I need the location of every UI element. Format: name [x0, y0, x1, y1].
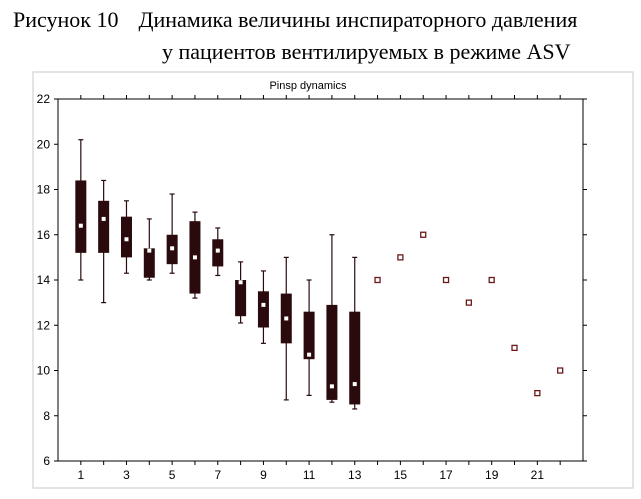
box-item [235, 261, 247, 324]
caption-line-1: Рисунок 10 Динамика величины инспираторно… [13, 7, 577, 33]
box-median-marker [78, 223, 83, 228]
data-point [534, 389, 541, 397]
box-body [98, 200, 110, 253]
y-tick-label: 22 [37, 92, 51, 106]
y-tick-label: 10 [37, 364, 51, 378]
box-item [257, 270, 269, 344]
y-tick-label: 14 [37, 273, 51, 287]
x-tick-label: 1 [77, 468, 84, 482]
box-item [143, 218, 155, 281]
box-median-marker [147, 248, 152, 253]
caption-line-2: у пациентов вентилируемых в режиме ASV [162, 39, 571, 64]
caption-title: Динамика величины инспираторного давлени… [138, 7, 578, 32]
x-tick-label: 3 [123, 468, 130, 482]
box-median-marker [215, 248, 220, 253]
x-tick-label: 9 [260, 468, 267, 482]
box-median-marker [170, 246, 175, 251]
box-item [326, 234, 338, 403]
box-median-marker [261, 302, 266, 307]
box-item [303, 279, 315, 396]
x-tick-label: 11 [303, 468, 316, 482]
box-body [326, 304, 338, 400]
data-point [465, 299, 473, 306]
box-body [212, 239, 224, 267]
data-point [511, 344, 518, 352]
x-tick-label: 5 [169, 468, 176, 482]
y-tick-label: 8 [43, 409, 50, 423]
box-item [280, 256, 292, 401]
data-point [557, 367, 564, 374]
box-item [120, 200, 132, 274]
box-median-marker [238, 280, 243, 285]
x-tick-label: 17 [439, 468, 453, 482]
chart-title: Pinsp dynamics [269, 80, 347, 92]
y-tick-label: 6 [43, 454, 50, 468]
box-body [120, 216, 132, 258]
x-tick-label: 21 [531, 468, 545, 482]
box-item [166, 193, 178, 274]
box-series [75, 139, 361, 410]
box-median-marker [307, 352, 312, 357]
box-median-marker [284, 316, 289, 321]
box-body [235, 280, 247, 317]
y-axis: 6 8 10 12 14 16 18 20 22 [37, 92, 587, 468]
y-tick-label: 16 [37, 228, 51, 242]
figure-label: Рисунок 10 [13, 7, 119, 32]
y-tick-label: 12 [37, 318, 51, 332]
data-point [374, 276, 381, 284]
x-tick-label: 19 [485, 468, 499, 482]
data-point [488, 276, 495, 284]
data-point [420, 231, 427, 238]
box-median-marker [124, 237, 129, 242]
data-point [442, 276, 450, 284]
box-item [212, 227, 224, 277]
box-body [349, 311, 361, 405]
y-tick-label: 20 [37, 137, 51, 151]
figure-caption: Рисунок 10 Динамика величины инспираторно… [0, 0, 641, 72]
data-point [397, 254, 404, 261]
box-median-marker [352, 382, 357, 387]
box-item [75, 139, 87, 281]
x-tick-label: 15 [394, 468, 408, 482]
box-body [303, 311, 315, 360]
box-median-marker [192, 255, 197, 260]
point-series [374, 231, 564, 397]
box-median-marker [329, 384, 334, 389]
y-tick-label: 18 [37, 183, 51, 197]
box-body [75, 180, 87, 253]
box-median-marker [101, 216, 106, 221]
box-item [349, 256, 361, 410]
box-item [189, 211, 201, 299]
x-axis: 1 3 5 7 9 11 13 15 17 19 21 [77, 95, 561, 482]
x-tick-label: 13 [348, 468, 362, 482]
box-item [98, 179, 110, 304]
box-body [143, 248, 155, 278]
chart-outer-border [32, 71, 634, 489]
box-body [257, 291, 269, 328]
x-tick-label: 7 [214, 468, 221, 482]
